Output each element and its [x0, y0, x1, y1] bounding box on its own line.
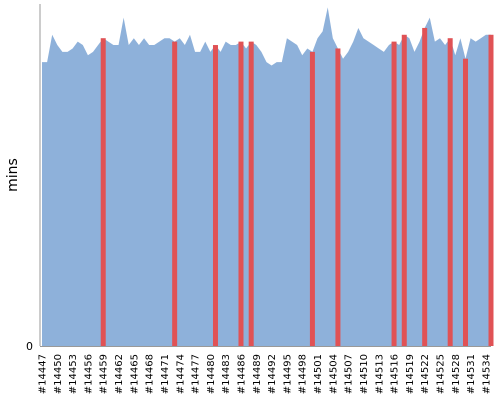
x-tick-label: #14459: [99, 354, 110, 394]
failed-build-bar: [422, 27, 428, 346]
failed-build-bar: [212, 45, 218, 346]
x-tick-label: #14471: [160, 354, 171, 394]
failed-build-bar: [401, 34, 407, 346]
x-tick-label: #14504: [328, 354, 339, 394]
failed-build-bar: [447, 38, 453, 346]
x-tick-label: #14519: [405, 354, 416, 394]
x-tick-label: #14480: [206, 354, 217, 394]
failed-build-bar: [335, 48, 341, 347]
x-tick-label: #14468: [145, 354, 156, 394]
failed-build-bar: [172, 41, 178, 347]
x-tick-label: #14531: [466, 354, 477, 394]
failed-build-bar: [248, 41, 254, 347]
x-tick-labels: #14447 #14450 #14453 #14456 #14459 #14462 #144…: [38, 354, 493, 394]
x-tick-label: #14474: [175, 354, 186, 394]
x-tick-label: #14486: [236, 354, 247, 394]
x-tick-label: #14477: [191, 354, 202, 394]
x-tick-label: #14534: [481, 354, 492, 394]
failed-build-bar: [488, 34, 494, 346]
x-tick-label: #14450: [53, 354, 64, 394]
x-tick-label: #14516: [390, 354, 401, 394]
x-tick-label: #14465: [129, 354, 140, 394]
x-tick-label: #14498: [298, 354, 309, 394]
x-tick-label: #14453: [68, 354, 79, 394]
failed-build-bar: [100, 38, 106, 346]
y-axis-label: mins: [5, 158, 21, 192]
x-tick-label: #14489: [252, 354, 263, 394]
x-tick-label: #14528: [451, 354, 462, 394]
x-tick-label: #14501: [313, 354, 324, 394]
plot-area: [42, 7, 494, 347]
failed-build-bar: [309, 51, 315, 346]
x-tick-label: #14525: [435, 354, 446, 394]
failed-build-bar: [238, 41, 244, 347]
failed-build-bar: [462, 58, 468, 346]
x-tick-label: #14495: [282, 354, 293, 394]
x-tick-label: #14513: [374, 354, 385, 394]
axes: [39, 4, 491, 347]
x-tick-label: #14462: [114, 354, 125, 394]
duration-area: [42, 7, 491, 346]
failed-build-bar: [391, 41, 397, 347]
y-tick-label: 0: [26, 340, 33, 353]
x-tick-label: #14510: [359, 354, 370, 394]
x-tick-label: #14507: [344, 354, 355, 394]
x-tick-label: #14456: [83, 354, 94, 394]
x-tick-label: #14447: [38, 354, 49, 394]
x-tick-label: #14492: [267, 354, 278, 394]
x-tick-label: #14522: [420, 354, 431, 394]
x-tick-label: #14483: [221, 354, 232, 394]
